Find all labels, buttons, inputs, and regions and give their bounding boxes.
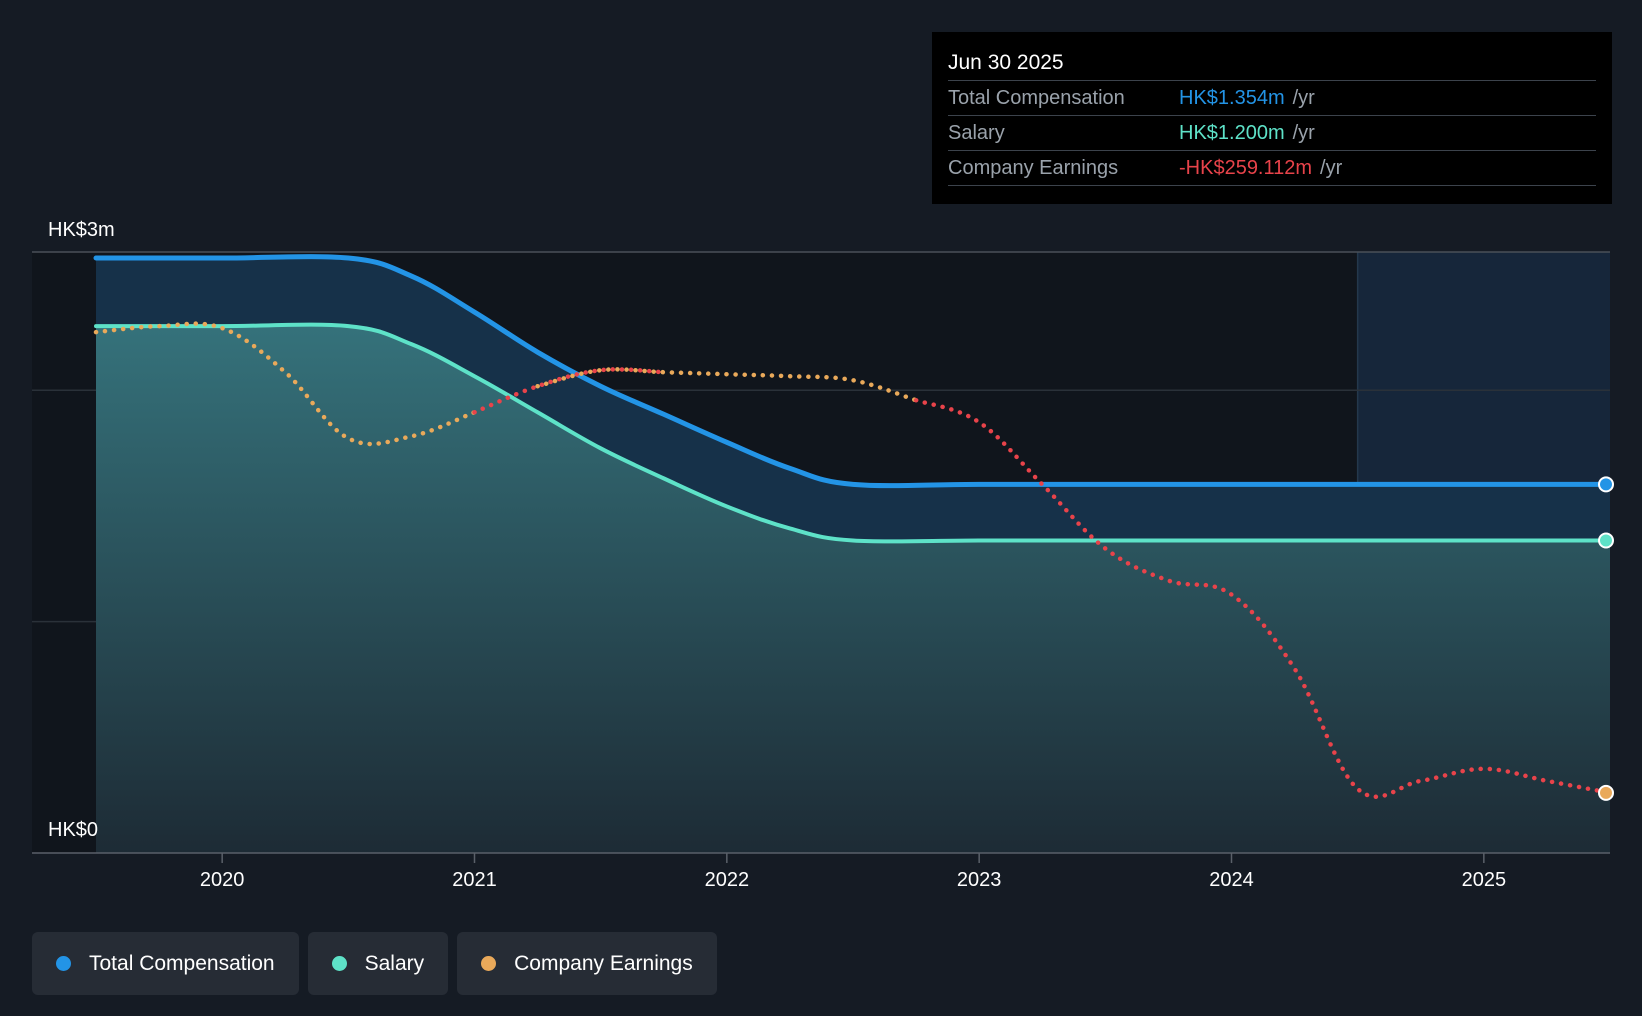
tooltip-row-company-earnings: Company Earnings -HK$259.112m /yr (948, 151, 1596, 186)
tooltip-label: Salary (948, 122, 1005, 144)
legend-item-total-compensation[interactable]: Total Compensation (32, 932, 299, 995)
company-earnings-end-marker (1598, 784, 1614, 801)
company-earnings-line-negative (913, 397, 1613, 799)
legend-dot-icon (331, 956, 347, 971)
x-tick-label: 2024 (1209, 869, 1254, 891)
tooltip-value: -HK$259.112m (1179, 157, 1313, 179)
legend-item-salary[interactable]: Salary (307, 932, 449, 995)
company-earnings-line-mid (472, 367, 666, 415)
legend: Total Compensation Salary Company Earnin… (32, 932, 717, 995)
tooltip-unit: /yr (1292, 122, 1315, 144)
legend-label: Company Earnings (514, 951, 693, 975)
legend-dot-icon (481, 956, 497, 971)
y-axis-bottom-label: HK$0 (48, 819, 98, 841)
tooltip-row-total-compensation: Total Compensation HK$1.354m /yr (948, 81, 1596, 116)
tooltip-label: Company Earnings (948, 157, 1119, 179)
x-tick-label: 2025 (1462, 869, 1507, 891)
company-earnings-line-positive (93, 321, 477, 447)
x-tick-label: 2022 (705, 869, 750, 891)
legend-label: Salary (364, 951, 425, 975)
y-axis-top-label: HK$3m (48, 219, 115, 241)
tooltip-value: HK$1.354m (1179, 87, 1285, 109)
tooltip-unit: /yr (1320, 157, 1343, 179)
total-compensation-end-marker (1598, 476, 1614, 493)
tooltip-date: Jun 30 2025 (948, 46, 1596, 81)
salary-area (96, 324, 1610, 854)
x-tick-label: 2023 (957, 869, 1002, 891)
legend-item-company-earnings[interactable]: Company Earnings (457, 932, 717, 995)
x-tick-label: 2020 (200, 869, 245, 891)
legend-dot-icon (56, 956, 71, 971)
salary-end-marker (1598, 532, 1614, 549)
salary-line (94, 322, 1612, 544)
tooltip-unit: /yr (1292, 87, 1315, 109)
legend-label: Total Compensation (89, 951, 275, 975)
tooltip-label: Total Compensation (948, 87, 1125, 109)
tooltip-value: HK$1.200m (1179, 122, 1285, 144)
company-earnings-line-positive-2 (535, 367, 919, 403)
tooltip-row-salary: Salary HK$1.200m /yr (948, 116, 1596, 151)
tooltip: Jun 30 2025 Total Compensation HK$1.354m… (932, 32, 1612, 204)
x-tick-label: 2021 (452, 869, 497, 891)
total-compensation-line (93, 254, 1613, 489)
